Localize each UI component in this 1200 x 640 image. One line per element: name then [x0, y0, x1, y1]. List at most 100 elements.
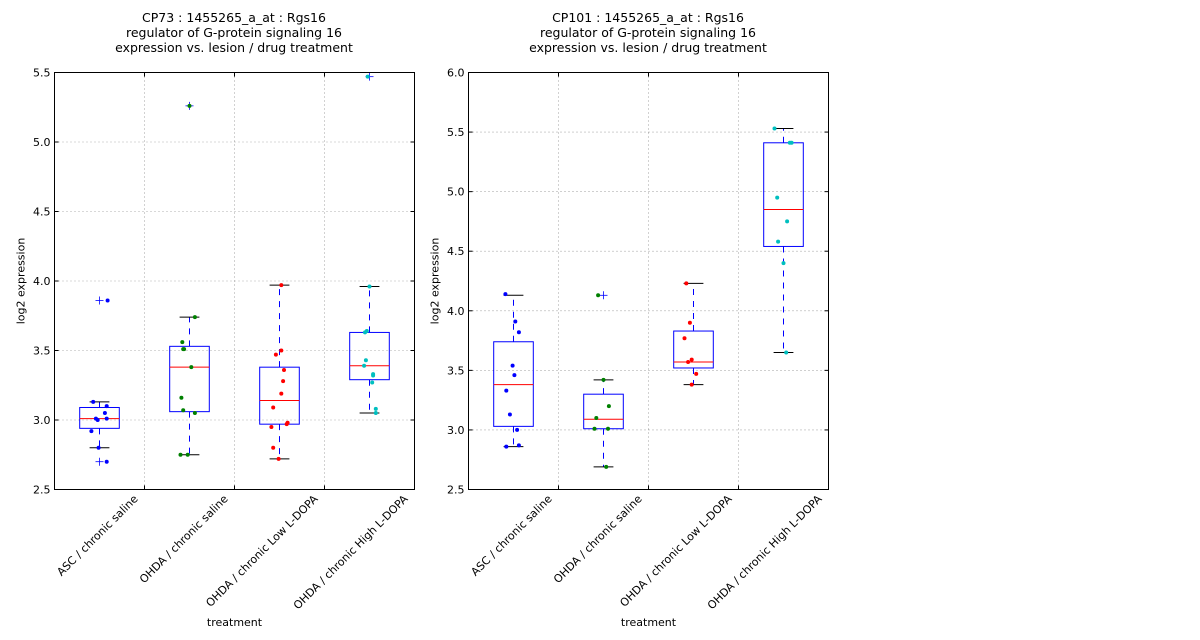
x-tick-label: OHDA / chronic saline: [137, 492, 231, 586]
plot-frame: [468, 72, 829, 490]
data-point: [596, 293, 601, 298]
box-2: [169, 101, 210, 456]
y-tick-label: 3.5: [447, 364, 465, 377]
y-tick-label: 4.0: [447, 305, 465, 318]
data-point: [370, 380, 375, 385]
box-iqr: [349, 331, 390, 381]
data-point: [91, 399, 96, 404]
data-point: [373, 411, 378, 416]
data-point: [682, 336, 687, 341]
data-point: [271, 405, 276, 410]
data-point: [363, 330, 367, 335]
y-tick-label: 3.0: [33, 414, 51, 427]
box-iqr: [673, 330, 714, 369]
y-tick-label: 5.5: [447, 126, 465, 139]
data-point: [284, 422, 289, 427]
data-point: [178, 452, 183, 457]
box-3: [259, 284, 300, 460]
data-point: [105, 298, 110, 303]
box-2: [583, 291, 624, 468]
x-tick-label: OHDA / chronic saline: [551, 492, 645, 586]
data-point: [784, 350, 789, 355]
y-tick-label: 4.5: [447, 245, 465, 258]
data-point: [601, 377, 606, 382]
data-point: [516, 443, 521, 448]
box-3: [673, 282, 714, 386]
data-point: [504, 444, 509, 449]
box-iqr: [493, 341, 534, 427]
plot-frame: [54, 72, 415, 490]
chart-title-line: regulator of G-protein signaling 16: [540, 25, 756, 40]
data-point: [180, 340, 185, 345]
data-point: [279, 391, 284, 396]
y-tick-label: 2.5: [447, 484, 465, 497]
data-point: [89, 429, 94, 434]
data-point: [96, 445, 101, 450]
data-point: [362, 363, 367, 368]
data-point: [510, 363, 515, 368]
data-point: [179, 395, 184, 400]
data-point: [775, 195, 780, 200]
data-point: [269, 424, 274, 429]
x-axis-label: treatment: [207, 616, 263, 629]
data-point: [95, 418, 100, 422]
data-point: [367, 284, 372, 289]
data-point: [276, 456, 281, 461]
data-point: [507, 412, 512, 417]
data-point: [189, 365, 194, 370]
data-point: [279, 283, 284, 288]
data-point: [187, 103, 192, 108]
y-tick-label: 5.0: [33, 136, 51, 149]
data-point: [371, 373, 376, 378]
y-tick-label: 4.0: [33, 275, 51, 288]
data-point: [694, 371, 699, 376]
data-point: [192, 411, 197, 416]
chart-title-line: expression vs. lesion / drug treatment: [529, 40, 767, 55]
y-tick-label: 4.5: [33, 206, 51, 219]
data-point: [273, 352, 278, 357]
data-point: [181, 408, 186, 413]
data-point: [785, 219, 790, 224]
box-iqr: [79, 406, 120, 429]
box-4: [763, 127, 804, 353]
data-point: [185, 452, 190, 457]
data-point: [504, 388, 509, 393]
data-point: [781, 261, 786, 266]
data-point: [689, 382, 694, 387]
x-tick-label: ASC / chronic saline: [54, 492, 140, 578]
data-point: [606, 426, 610, 431]
data-point: [513, 319, 518, 324]
box-1: [493, 294, 534, 448]
data-point: [182, 347, 187, 352]
box-4: [349, 72, 390, 414]
y-tick-label: 2.5: [33, 484, 51, 497]
chart-title-line: regulator of G-protein signaling 16: [126, 25, 342, 40]
data-point: [772, 126, 777, 131]
data-point: [776, 239, 781, 244]
data-point: [515, 427, 520, 432]
box-iqr: [259, 366, 300, 425]
data-point: [363, 358, 368, 363]
chart-title-line: CP101 : 1455265_a_at : Rgs16: [552, 10, 744, 25]
y-axis-label: log2 expression: [15, 238, 28, 325]
data-point: [104, 459, 109, 464]
data-point: [686, 360, 691, 365]
data-point: [104, 416, 109, 421]
box-1: [79, 296, 120, 466]
data-point: [281, 379, 286, 384]
box-iqr: [763, 142, 804, 247]
data-point: [789, 140, 794, 145]
x-tick-label: ASC / chronic saline: [468, 492, 554, 578]
data-point: [102, 411, 107, 416]
data-point: [373, 406, 378, 411]
data-point: [279, 348, 284, 353]
y-axis-label: log2 expression: [429, 238, 442, 325]
data-point: [684, 281, 689, 286]
data-point: [516, 330, 521, 335]
y-tick-label: 5.5: [33, 67, 51, 80]
chart-title-line: CP73 : 1455265_a_at : Rgs16: [142, 10, 326, 25]
data-point: [271, 445, 276, 450]
